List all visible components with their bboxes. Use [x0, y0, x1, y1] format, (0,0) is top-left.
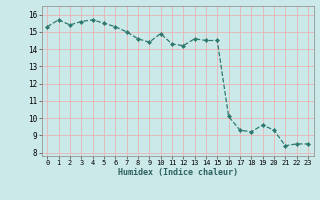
X-axis label: Humidex (Indice chaleur): Humidex (Indice chaleur) — [118, 168, 237, 177]
